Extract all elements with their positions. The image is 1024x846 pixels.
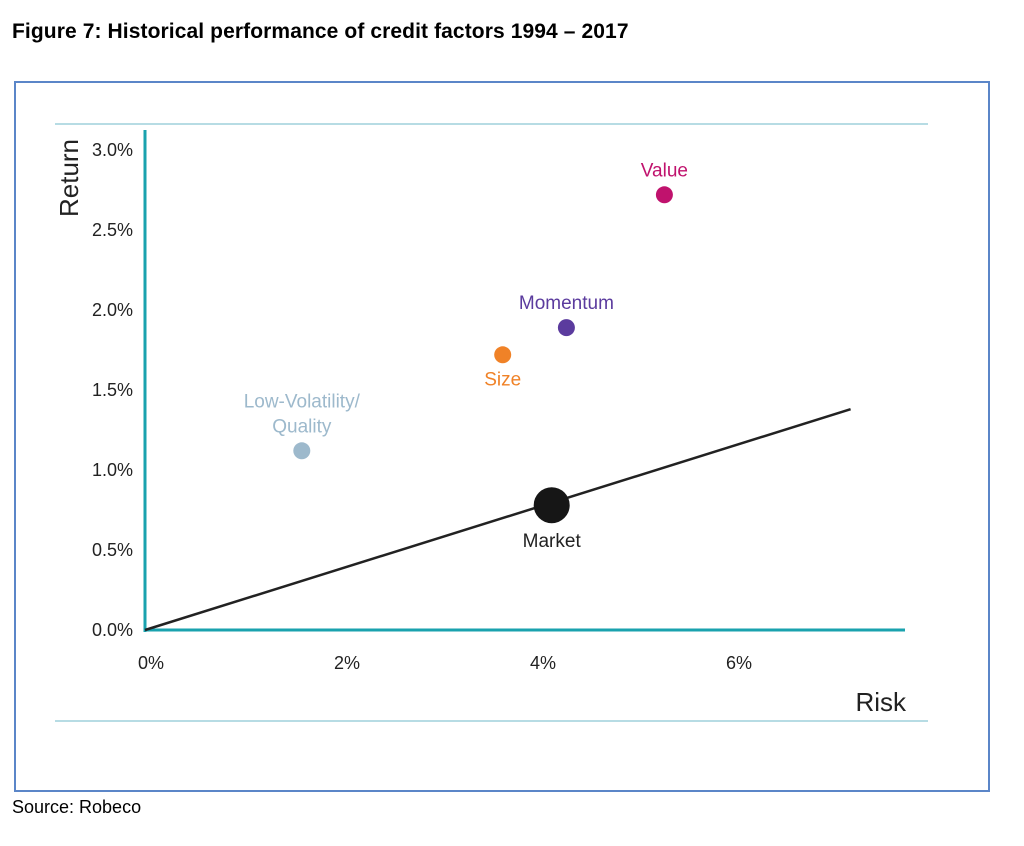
x-tick-label: 2%	[334, 653, 360, 673]
y-tick-label: 1.0%	[92, 460, 133, 480]
data-point-label: Size	[484, 369, 521, 390]
data-point-label: Value	[641, 160, 688, 181]
y-tick-label: 1.5%	[92, 380, 133, 400]
source-note: Source: Robeco	[12, 797, 142, 817]
market-line	[144, 408, 851, 632]
y-tick-label: 2.5%	[92, 220, 133, 240]
data-point	[494, 346, 512, 364]
x-tick-label: 0%	[138, 653, 164, 673]
x-tick-label: 6%	[726, 653, 752, 673]
y-tick-label: 0.5%	[92, 540, 133, 560]
y-tick-label: 2.0%	[92, 300, 133, 320]
data-point-label: Market	[523, 531, 582, 552]
data-point	[293, 442, 311, 460]
figure-title: Figure 7: Historical performance of cred…	[12, 20, 629, 43]
data-point-label: Quality	[272, 416, 332, 437]
y-tick-label: 3.0%	[92, 140, 133, 160]
x-axis-label: Risk	[855, 687, 907, 717]
data-point	[557, 319, 575, 337]
y-tick-label: 0.0%	[92, 620, 133, 640]
y-axis-label: Return	[54, 139, 84, 217]
data-point-label: Low-Volatility/	[244, 391, 361, 412]
data-point	[533, 487, 570, 524]
chart-frame	[14, 81, 990, 792]
data-point	[655, 186, 673, 204]
x-tick-label: 4%	[530, 653, 556, 673]
data-point-label: Momentum	[519, 293, 614, 314]
